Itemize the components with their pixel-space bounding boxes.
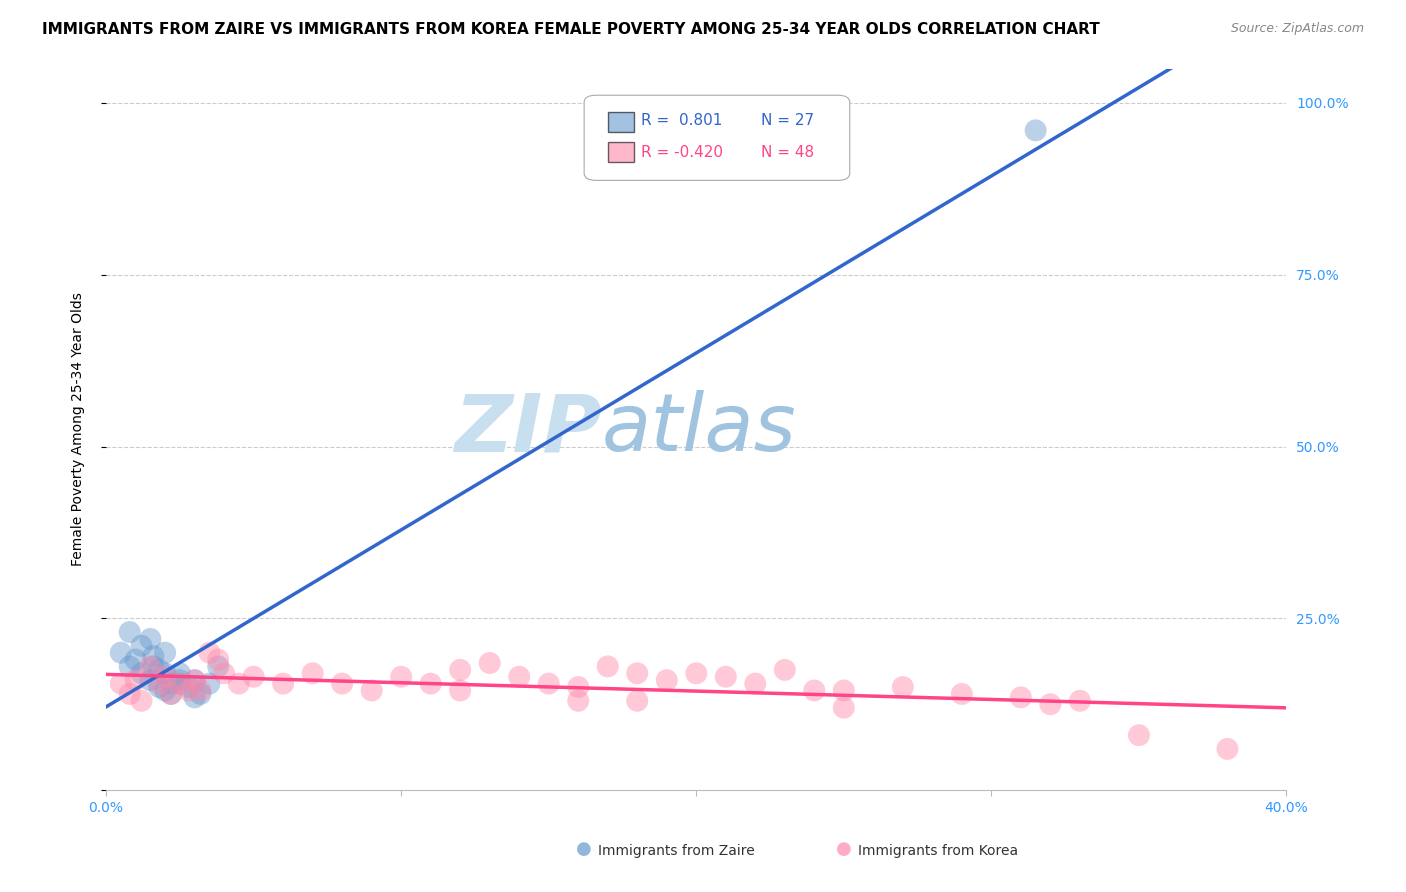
Point (153, 670, 176, 684)
Point (1010, 690, 1032, 705)
Point (207, 659, 229, 673)
Point (207, 652, 229, 666)
Point (148, 680, 170, 694)
Point (160, 676, 183, 690)
Text: IMMIGRANTS FROM ZAIRE VS IMMIGRANTS FROM KOREA FEMALE POVERTY AMONG 25-34 YEAR O: IMMIGRANTS FROM ZAIRE VS IMMIGRANTS FROM… (42, 22, 1099, 37)
Point (153, 646, 176, 660)
Point (118, 625, 141, 640)
Point (330, 676, 353, 690)
Text: R = -0.420: R = -0.420 (641, 145, 723, 160)
Point (131, 639, 153, 653)
Text: R =  0.801: R = 0.801 (641, 113, 723, 128)
Text: ●: ● (835, 840, 852, 858)
Point (891, 680, 914, 694)
Text: Immigrants from Korea: Immigrants from Korea (858, 844, 1018, 858)
Point (131, 666, 153, 681)
Point (212, 666, 235, 681)
Point (389, 670, 412, 684)
Point (139, 673, 162, 688)
Point (183, 673, 205, 688)
Text: atlas: atlas (602, 391, 797, 468)
Point (177, 680, 200, 694)
Point (124, 652, 146, 666)
FancyBboxPatch shape (607, 112, 634, 132)
Point (124, 673, 146, 688)
Point (142, 649, 165, 664)
Point (449, 683, 471, 698)
Point (478, 656, 501, 670)
Point (567, 694, 589, 708)
Point (626, 666, 648, 681)
Point (626, 694, 648, 708)
Point (148, 676, 170, 690)
Point (198, 646, 221, 660)
Text: Immigrants from Zaire: Immigrants from Zaire (598, 844, 754, 858)
Point (110, 676, 132, 690)
Point (950, 687, 973, 701)
Text: ZIP: ZIP (454, 391, 602, 468)
Point (183, 673, 205, 688)
Point (169, 676, 191, 690)
Text: N = 27: N = 27 (761, 113, 814, 128)
Point (832, 700, 855, 714)
Point (449, 663, 471, 677)
Point (271, 676, 294, 690)
FancyBboxPatch shape (607, 142, 634, 162)
Point (744, 676, 766, 690)
Point (153, 666, 176, 681)
Point (198, 676, 221, 690)
Point (228, 676, 250, 690)
Point (169, 673, 191, 688)
Point (508, 670, 530, 684)
Point (153, 683, 176, 698)
Point (142, 659, 165, 673)
Text: N = 48: N = 48 (761, 145, 814, 160)
Point (832, 683, 855, 698)
Point (139, 632, 162, 646)
Point (360, 683, 382, 698)
Text: ●: ● (575, 840, 592, 858)
FancyBboxPatch shape (583, 95, 849, 180)
Point (301, 666, 323, 681)
Point (131, 694, 153, 708)
Point (139, 659, 162, 673)
Point (419, 676, 441, 690)
Point (685, 666, 707, 681)
Point (537, 676, 560, 690)
Point (160, 687, 183, 701)
Point (596, 659, 619, 673)
Point (1039, 698, 1062, 712)
Point (1216, 742, 1239, 756)
Point (803, 683, 825, 698)
Point (242, 670, 264, 684)
Text: Source: ZipAtlas.com: Source: ZipAtlas.com (1230, 22, 1364, 36)
Point (183, 690, 205, 705)
Point (190, 687, 212, 701)
Point (1128, 728, 1150, 742)
Point (169, 666, 191, 681)
Point (118, 687, 141, 701)
Point (567, 680, 589, 694)
Point (177, 683, 200, 698)
Point (118, 659, 141, 673)
Point (773, 663, 796, 677)
Point (1025, 123, 1047, 137)
Y-axis label: Female Poverty Among 25-34 Year Olds: Female Poverty Among 25-34 Year Olds (72, 293, 86, 566)
Point (655, 673, 678, 688)
Point (714, 670, 737, 684)
Point (148, 663, 170, 677)
Point (169, 676, 191, 690)
Point (160, 687, 183, 701)
Point (1069, 694, 1091, 708)
Point (110, 646, 132, 660)
Point (190, 683, 212, 698)
